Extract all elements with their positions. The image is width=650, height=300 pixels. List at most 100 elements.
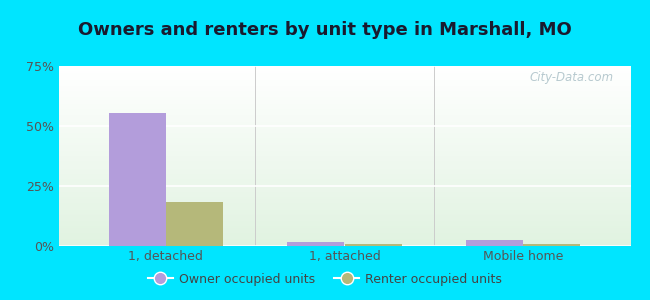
Bar bbox=[58, 242, 630, 244]
Bar bbox=[58, 127, 630, 129]
Bar bbox=[58, 165, 630, 167]
Bar bbox=[58, 100, 630, 102]
Bar bbox=[58, 244, 630, 246]
Bar bbox=[58, 199, 630, 201]
Bar bbox=[58, 203, 630, 205]
Bar bbox=[58, 188, 630, 190]
Bar bbox=[58, 104, 630, 106]
Bar bbox=[58, 181, 630, 183]
Bar bbox=[58, 208, 630, 210]
Bar bbox=[58, 77, 630, 79]
Bar bbox=[58, 172, 630, 174]
Bar bbox=[58, 230, 630, 232]
Bar bbox=[58, 196, 630, 197]
Bar bbox=[58, 187, 630, 188]
Bar bbox=[58, 115, 630, 116]
Bar bbox=[58, 158, 630, 160]
Bar bbox=[58, 80, 630, 82]
Bar bbox=[58, 174, 630, 176]
Bar bbox=[58, 185, 630, 187]
Bar bbox=[58, 232, 630, 233]
Bar bbox=[58, 131, 630, 133]
Bar bbox=[58, 152, 630, 154]
Bar bbox=[58, 151, 630, 152]
Bar bbox=[58, 71, 630, 73]
Bar bbox=[58, 217, 630, 219]
Bar bbox=[58, 239, 630, 241]
Bar bbox=[58, 197, 630, 199]
Bar bbox=[58, 190, 630, 192]
Bar bbox=[58, 89, 630, 91]
Bar bbox=[58, 161, 630, 163]
Bar bbox=[58, 107, 630, 109]
Bar bbox=[58, 178, 630, 179]
Legend: Owner occupied units, Renter occupied units: Owner occupied units, Renter occupied un… bbox=[143, 268, 507, 291]
Bar bbox=[58, 86, 630, 88]
Bar bbox=[58, 210, 630, 212]
Bar bbox=[58, 215, 630, 217]
Bar bbox=[58, 82, 630, 84]
Bar bbox=[58, 102, 630, 104]
Bar bbox=[523, 244, 580, 246]
Bar bbox=[466, 240, 523, 246]
Bar bbox=[58, 116, 630, 118]
Bar bbox=[58, 120, 630, 122]
Bar bbox=[58, 111, 630, 113]
Bar bbox=[58, 223, 630, 224]
Bar bbox=[58, 122, 630, 124]
Bar bbox=[58, 134, 630, 136]
Bar bbox=[58, 93, 630, 95]
Bar bbox=[58, 176, 630, 178]
Bar bbox=[58, 201, 630, 203]
Bar bbox=[58, 235, 630, 237]
Bar bbox=[58, 237, 630, 239]
Bar bbox=[58, 95, 630, 97]
Bar bbox=[58, 167, 630, 169]
Bar bbox=[344, 244, 402, 246]
Bar bbox=[58, 68, 630, 70]
Bar bbox=[58, 79, 630, 80]
Bar bbox=[58, 206, 630, 208]
Bar bbox=[58, 70, 630, 71]
Bar bbox=[58, 212, 630, 214]
Bar bbox=[58, 163, 630, 165]
Bar bbox=[58, 143, 630, 145]
Bar bbox=[58, 113, 630, 115]
Bar bbox=[58, 192, 630, 194]
Bar bbox=[58, 221, 630, 223]
Bar bbox=[58, 136, 630, 138]
Text: Owners and renters by unit type in Marshall, MO: Owners and renters by unit type in Marsh… bbox=[78, 21, 572, 39]
Bar bbox=[58, 194, 630, 196]
Bar bbox=[58, 91, 630, 93]
Bar bbox=[109, 113, 166, 246]
Bar bbox=[58, 183, 630, 185]
Bar bbox=[58, 125, 630, 127]
Bar bbox=[58, 73, 630, 75]
Bar bbox=[58, 98, 630, 100]
Bar bbox=[58, 138, 630, 140]
Bar bbox=[58, 106, 630, 107]
Bar bbox=[58, 133, 630, 134]
Bar bbox=[58, 205, 630, 206]
Bar bbox=[58, 170, 630, 172]
Bar bbox=[58, 160, 630, 161]
Bar bbox=[287, 242, 344, 246]
Bar bbox=[58, 224, 630, 226]
Bar bbox=[58, 129, 630, 131]
Bar bbox=[58, 241, 630, 242]
Bar bbox=[58, 66, 630, 68]
Bar bbox=[58, 124, 630, 125]
Bar bbox=[58, 118, 630, 120]
Bar bbox=[58, 169, 630, 170]
Bar bbox=[58, 75, 630, 77]
Text: City-Data.com: City-Data.com bbox=[529, 71, 614, 84]
Bar bbox=[58, 142, 630, 143]
Bar bbox=[58, 84, 630, 86]
Bar bbox=[58, 179, 630, 181]
Bar bbox=[58, 149, 630, 151]
Bar bbox=[58, 156, 630, 158]
Bar bbox=[58, 226, 630, 228]
Bar bbox=[58, 88, 630, 89]
Bar bbox=[58, 214, 630, 215]
Bar bbox=[58, 109, 630, 111]
